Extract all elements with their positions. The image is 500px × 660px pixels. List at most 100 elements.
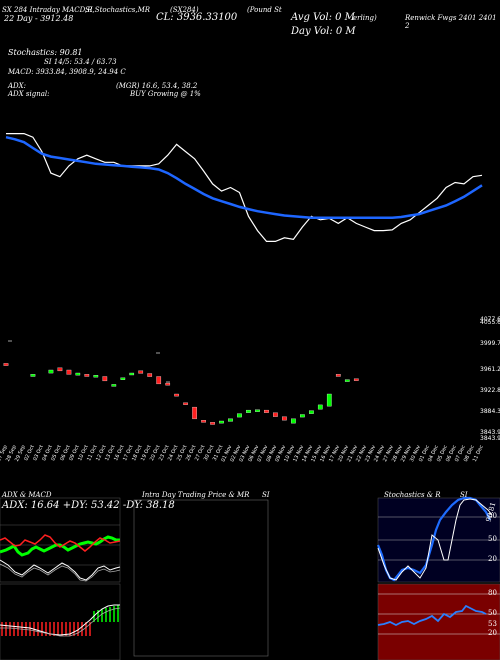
macd-panel: [0, 583, 121, 660]
candle: [111, 384, 117, 387]
adx-panel-frame: [0, 497, 121, 583]
candle: [255, 409, 260, 412]
candle: [93, 375, 99, 378]
candle: [66, 369, 72, 375]
stochastics-panel: [376, 496, 500, 583]
rsi-panel: [377, 583, 500, 660]
price-axis-label: 3843.9: [480, 429, 500, 436]
price-line: [6, 133, 483, 242]
rsi-panel-frame: [377, 583, 500, 660]
header-avg-vol: Avg Vol: 0 M: [291, 12, 355, 23]
stoch-d-line: [377, 498, 493, 581]
intraday-panel-frame: [133, 499, 269, 657]
header-day-vol: Day Vol: 0 M: [291, 26, 356, 37]
candle: [201, 420, 206, 423]
candle: [237, 413, 242, 418]
macd-panel-frame: [0, 583, 121, 660]
header-close: CL: 3936.33100: [156, 12, 238, 23]
candle: [30, 374, 36, 377]
si-readout: SI 14/5: 53.4 / 63.73: [44, 58, 117, 66]
rsi-line: [377, 604, 487, 627]
header-currency: (Pound St: [247, 6, 282, 14]
price-axis: 4077.664055.65 3999.73 3961.27 3922.81 3884.…: [480, 316, 500, 442]
header-symbol: (SX284): [170, 6, 199, 14]
candle: [273, 412, 278, 417]
moving-average-line: [5, 135, 483, 219]
rsi-level-label: 50: [488, 609, 497, 617]
candle: [129, 372, 135, 376]
price-axis-label: 3999.73: [480, 340, 500, 347]
header-title-part: SX 284 Intraday MACD,R: [2, 6, 93, 14]
macd-signal-line: [0, 607, 121, 637]
stoch-level-label: 80: [488, 512, 497, 520]
candle: [192, 406, 197, 420]
candle: [326, 393, 332, 407]
candlesticks: [3, 340, 359, 425]
mgr-readout: (MGR) 16.6, 53.4, 38.2: [116, 82, 198, 90]
candle: [300, 414, 305, 418]
candle: [3, 363, 9, 366]
stoch-level-label: 50: [488, 535, 497, 543]
intraday-panel-title: Intra Day Trading Price & MR: [142, 491, 250, 499]
candle: [147, 373, 153, 377]
candle: [75, 372, 81, 376]
candle: [317, 404, 323, 410]
rsi-level-label: 80: [488, 589, 497, 597]
candle: [156, 376, 162, 385]
stoch-readout: Stochastics: 90.81: [8, 48, 83, 57]
adx-macd-panel: [0, 497, 121, 583]
rsi-value: 53: [488, 620, 497, 628]
candle: [120, 377, 126, 380]
candle: [102, 376, 108, 382]
adx-minus-dy-line: [0, 534, 121, 552]
candle: [264, 409, 269, 413]
candle: [246, 409, 251, 413]
header-currency-b: erling): [353, 14, 377, 22]
price-axis-label: 3884.36: [480, 408, 500, 415]
candle: [84, 374, 90, 377]
stoch-level-label: 20: [488, 555, 497, 563]
adx-signal-label: ADX signal:: [8, 90, 50, 98]
price-lines: [5, 133, 483, 242]
header-title-b: SI,Stochastics,MR: [85, 6, 151, 14]
candle: [183, 402, 188, 405]
header-title: SX 284 Intraday MACD,R: [2, 6, 92, 14]
candle: [228, 418, 233, 422]
candle: [353, 378, 359, 381]
price-axis-label: 3922.81: [480, 387, 500, 394]
adx-signal-line: [0, 563, 121, 582]
macd-readout: MACD: 3933.84, 3908.9, 24.94 C: [8, 68, 126, 76]
price-axis-label: 3961.27: [480, 366, 500, 373]
candle: [210, 422, 215, 425]
price-axis-label: 4055.65: [480, 319, 500, 326]
candle: [344, 379, 350, 382]
candle: [291, 418, 296, 424]
price-axis-label: 4077.66: [480, 316, 500, 323]
intraday-panel: [133, 499, 269, 657]
candle: [174, 393, 179, 397]
intraday-panel-si: SI: [262, 491, 270, 499]
adx-line: [0, 559, 121, 581]
adx-label: ADX:: [8, 82, 27, 90]
stoch-panel-si: SI: [460, 491, 468, 499]
macd-line: [0, 604, 120, 636]
candle: [282, 416, 287, 421]
buy-signal: BUY Growing @ 1%: [130, 90, 201, 98]
candle: [48, 369, 54, 374]
candle: [309, 410, 314, 414]
header-22day: 22 Day - 3912.48: [4, 14, 74, 23]
rsi-level-label: 20: [488, 629, 497, 637]
stoch-panel-title: Stochastics & R: [384, 491, 441, 499]
candle: [165, 382, 171, 386]
date-axis-label: 27 Sep: [0, 444, 9, 462]
candle: [57, 367, 63, 372]
candle: [138, 370, 144, 374]
header-provider: Renwick Fwgs 2401 2401 2: [405, 14, 497, 30]
candle: [335, 374, 341, 377]
candle: [219, 420, 224, 424]
price-axis-label: 3843.90: [480, 435, 500, 442]
adx-panel-title: ADX & MACD: [2, 491, 52, 499]
adx-panel-values: ADX: 16.64 +DY: 53.42 -DY: 38.18: [2, 500, 175, 511]
